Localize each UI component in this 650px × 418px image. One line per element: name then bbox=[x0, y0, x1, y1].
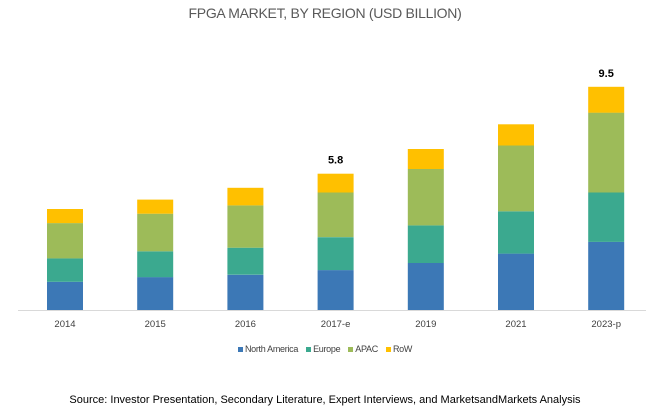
x-tick-label: 2021 bbox=[505, 319, 526, 330]
bar-segment-row-2015 bbox=[137, 199, 174, 214]
bar-segment-apac-2021 bbox=[498, 145, 534, 212]
data-label-total: 5.8 bbox=[328, 155, 343, 167]
bar-segment-europe-2019 bbox=[407, 225, 444, 263]
bar-segment-north-america-2014 bbox=[47, 281, 83, 310]
bar-segment-row-2016 bbox=[227, 187, 264, 206]
bar-segment-europe-2017-e bbox=[317, 237, 354, 271]
bar-segment-north-america-2021 bbox=[498, 253, 534, 310]
data-label-total: 9.5 bbox=[599, 68, 614, 80]
bar-segment-europe-2014 bbox=[47, 258, 83, 282]
source-note: Source: Investor Presentation, Secondary… bbox=[69, 394, 581, 406]
bar-segment-europe-2021 bbox=[498, 211, 534, 254]
bar-segment-row-2019 bbox=[407, 149, 444, 169]
x-tick-label: 2014 bbox=[54, 319, 75, 330]
bar-segment-row-2021 bbox=[498, 124, 534, 146]
bar-segment-apac-2016 bbox=[227, 205, 264, 248]
legend-label: RoW bbox=[392, 344, 413, 354]
legend-swatch bbox=[348, 347, 354, 353]
legend-swatch bbox=[385, 347, 391, 353]
bar-segment-apac-2017-e bbox=[317, 192, 354, 238]
bar-segment-apac-2023-p bbox=[588, 112, 625, 193]
legend-swatch bbox=[306, 347, 312, 353]
stacked-bar-chart: 2014 2015 2016 2017-e 2019 2021 2023-p 5.8 9.5 bbox=[18, 68, 646, 330]
bar-segment-row-2017-e bbox=[317, 173, 354, 193]
legend-label: APAC bbox=[355, 344, 378, 354]
bar-segment-north-america-2023-p bbox=[588, 241, 625, 310]
legend-item-europe: Europe bbox=[306, 344, 341, 354]
annotations-group: 5.8 9.5 bbox=[328, 68, 614, 167]
bar-segment-north-america-2015 bbox=[137, 277, 174, 310]
bar-segment-north-america-2016 bbox=[227, 274, 264, 311]
chart-title: FPGA MARKET, BY REGION (USD BILLION) bbox=[188, 5, 462, 21]
x-tick-label: 2015 bbox=[145, 319, 166, 330]
bar-segment-row-2014 bbox=[47, 209, 83, 224]
x-tick-labels: 2014 2015 2016 2017-e 2019 2021 2023-p bbox=[54, 319, 621, 330]
bar-segment-north-america-2017-e bbox=[317, 270, 354, 310]
legend: North America Europe APAC RoW bbox=[0, 344, 650, 354]
legend-label: North America bbox=[244, 344, 299, 354]
bar-segment-apac-2015 bbox=[137, 213, 174, 252]
legend-item-north-america: North America bbox=[237, 344, 299, 354]
x-tick-label: 2016 bbox=[235, 319, 256, 330]
bar-segment-apac-2014 bbox=[47, 223, 83, 259]
x-tick-label: 2017-e bbox=[321, 319, 351, 330]
bar-segment-europe-2015 bbox=[137, 251, 174, 278]
x-tick-label: 2019 bbox=[415, 319, 436, 330]
bar-segment-north-america-2019 bbox=[407, 263, 444, 310]
legend-item-row: RoW bbox=[385, 344, 413, 354]
bar-segment-europe-2023-p bbox=[588, 192, 625, 242]
x-tick-label: 2023-p bbox=[591, 319, 621, 330]
bar-segment-row-2023-p bbox=[588, 86, 625, 113]
bar-segment-europe-2016 bbox=[227, 247, 264, 275]
legend-swatch bbox=[237, 347, 243, 353]
bar-segment-apac-2019 bbox=[407, 169, 444, 226]
legend-label: Europe bbox=[313, 344, 341, 354]
legend-item-apac: APAC bbox=[348, 344, 378, 354]
bars-group bbox=[47, 86, 625, 311]
